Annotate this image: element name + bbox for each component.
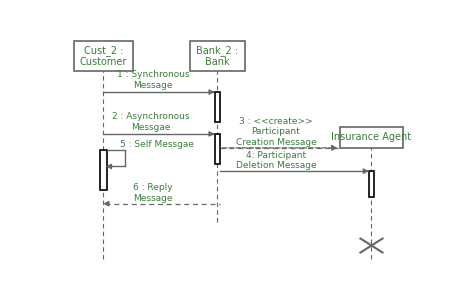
Bar (100, 150, 107, 190)
Bar (369, 171, 374, 197)
Bar (215, 92, 220, 122)
Text: Insurance Agent: Insurance Agent (331, 132, 411, 143)
Bar (340, 127, 403, 148)
Bar (190, 41, 245, 71)
Text: 5 : Self Messgae: 5 : Self Messgae (120, 140, 194, 149)
Text: Bank_2 :
Bank: Bank_2 : Bank (196, 45, 238, 67)
Text: Cust_2 :
Customer: Cust_2 : Customer (80, 45, 127, 67)
Text: 3 : <<create>>
Participant
Creation Message: 3 : <<create>> Participant Creation Mess… (236, 117, 316, 147)
Text: 1 : Synchronous
Message: 1 : Synchronous Message (117, 70, 189, 90)
Bar (215, 134, 220, 164)
Bar (74, 41, 133, 71)
Text: 2 : Asynchronous
Messgae: 2 : Asynchronous Messgae (112, 112, 190, 132)
Text: 4: Participant
Deletion Message: 4: Participant Deletion Message (236, 151, 316, 170)
Text: 6 : Reply
Message: 6 : Reply Message (133, 183, 173, 203)
